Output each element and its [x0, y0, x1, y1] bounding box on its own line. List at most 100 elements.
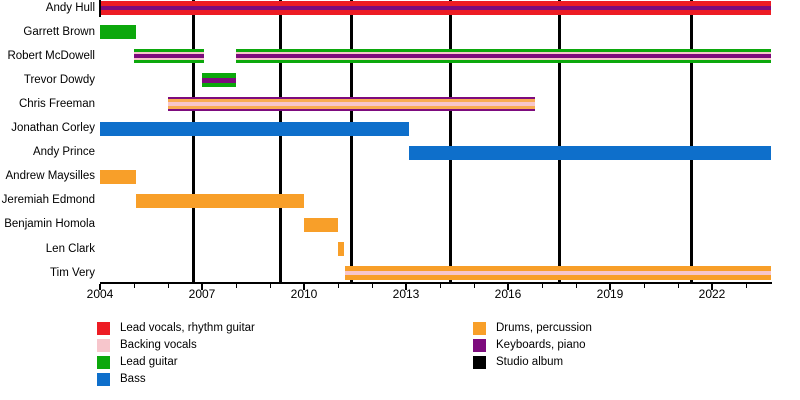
legend-swatch-orange: [473, 322, 486, 335]
axis-year-label: 2019: [596, 287, 624, 301]
role-stripe: [168, 97, 536, 100]
role-stripe: [134, 52, 204, 55]
member-bar: [134, 49, 204, 64]
role-stripe: [100, 25, 136, 40]
member-bar: [168, 97, 536, 112]
axis-major-tick: [303, 284, 305, 290]
role-stripe: [202, 77, 236, 83]
axis-major-tick: [405, 284, 407, 290]
studio-album-line: [448, 0, 452, 283]
axis-minor-tick: [235, 284, 237, 288]
axis-minor-tick: [473, 284, 475, 288]
member-bar: [304, 217, 338, 232]
axis-minor-tick: [677, 284, 679, 288]
member-label: Jonathan Corley: [11, 122, 95, 134]
role-stripe: [134, 58, 204, 61]
member-bar: [409, 145, 772, 160]
axis-year-label: 2007: [188, 287, 216, 301]
member-label: Benjamin Homola: [4, 218, 95, 231]
axis-minor-tick: [371, 284, 373, 288]
plot-left-tick: [99, 0, 101, 17]
role-stripe: [409, 145, 772, 160]
role-stripe: [100, 121, 410, 136]
role-stripe: [236, 60, 772, 64]
member-label: Trevor Dowdy: [23, 73, 95, 86]
member-bar: [100, 169, 136, 184]
studio-album-line: [278, 0, 282, 283]
axis-major-tick: [711, 284, 713, 290]
studio-album-line: [192, 0, 195, 283]
member-bar: [236, 49, 772, 64]
axis-minor-tick: [439, 284, 441, 288]
studio-album-line: [557, 0, 561, 283]
member-label: Jeremiah Edmond: [1, 194, 95, 207]
axis-major-tick: [507, 284, 509, 290]
member-bar: [100, 121, 410, 136]
axis-year-label: 2016: [494, 287, 522, 301]
role-stripe: [236, 54, 772, 59]
role-stripe: [168, 102, 536, 107]
member-label: Andy Prince: [32, 146, 95, 159]
member-label: Garrett Brown: [23, 25, 95, 38]
legend-swatch-pink: [97, 339, 110, 352]
legend-swatch-red: [97, 322, 110, 335]
axis-minor-tick: [541, 284, 543, 288]
role-stripe: [134, 54, 204, 59]
role-stripe: [134, 60, 204, 64]
axis-minor-tick: [167, 284, 169, 288]
member-label: Robert McDowell: [7, 49, 95, 62]
role-stripe: [168, 106, 536, 110]
axis-major-tick: [99, 284, 101, 290]
role-stripe: [338, 242, 344, 256]
axis-major-tick: [609, 284, 611, 290]
member-label: Len Clark: [45, 242, 95, 255]
legend-label: Bass: [120, 373, 146, 385]
role-stripe: [304, 217, 338, 232]
role-stripe: [236, 52, 772, 55]
x-axis-line: [100, 282, 772, 284]
role-stripe: [236, 49, 772, 53]
role-stripe: [202, 82, 236, 88]
role-stripe: [344, 266, 772, 271]
axis-year-label: 2004: [86, 287, 114, 301]
legend-label: Keyboards, piano: [496, 339, 586, 351]
legend-label: Lead vocals, rhythm guitar: [120, 322, 255, 334]
axis-year-label: 2010: [290, 287, 318, 301]
member-bar: [202, 73, 236, 88]
axis-year-label: 2013: [392, 287, 420, 301]
studio-album-line: [350, 0, 354, 283]
member-bar: [135, 193, 304, 208]
member-label: Andy Hull: [45, 1, 95, 14]
axis-minor-tick: [745, 284, 747, 288]
axis-minor-tick: [643, 284, 645, 288]
legend-swatch-green: [97, 356, 110, 369]
member-bar: [338, 242, 344, 256]
role-stripe: [100, 169, 136, 184]
studio-album-line: [690, 0, 694, 283]
axis-minor-tick: [269, 284, 271, 288]
legend-swatch-black: [473, 356, 486, 369]
member-bar: [100, 25, 136, 40]
role-stripe: [168, 99, 536, 103]
axis-minor-tick: [337, 284, 339, 288]
role-stripe: [134, 49, 204, 53]
role-stripe: [344, 275, 772, 281]
axis-year-label: 2022: [698, 287, 726, 301]
role-stripe: [135, 193, 304, 208]
role-stripe: [236, 58, 772, 61]
axis-minor-tick: [575, 284, 577, 288]
member-label: Tim Very: [50, 266, 95, 279]
member-label: Chris Freeman: [18, 97, 95, 110]
role-stripe: [100, 1, 772, 6]
role-stripe: [344, 270, 772, 276]
legend-swatch-blue: [97, 373, 110, 386]
role-stripe: [100, 6, 772, 10]
legend-label: Drums, percussion: [496, 322, 592, 334]
legend-swatch-purple: [473, 339, 486, 352]
role-stripe: [168, 109, 536, 112]
member-bar: [100, 1, 772, 15]
axis-minor-tick: [133, 284, 135, 288]
legend-label: Lead guitar: [120, 356, 178, 368]
role-stripe: [100, 10, 772, 15]
